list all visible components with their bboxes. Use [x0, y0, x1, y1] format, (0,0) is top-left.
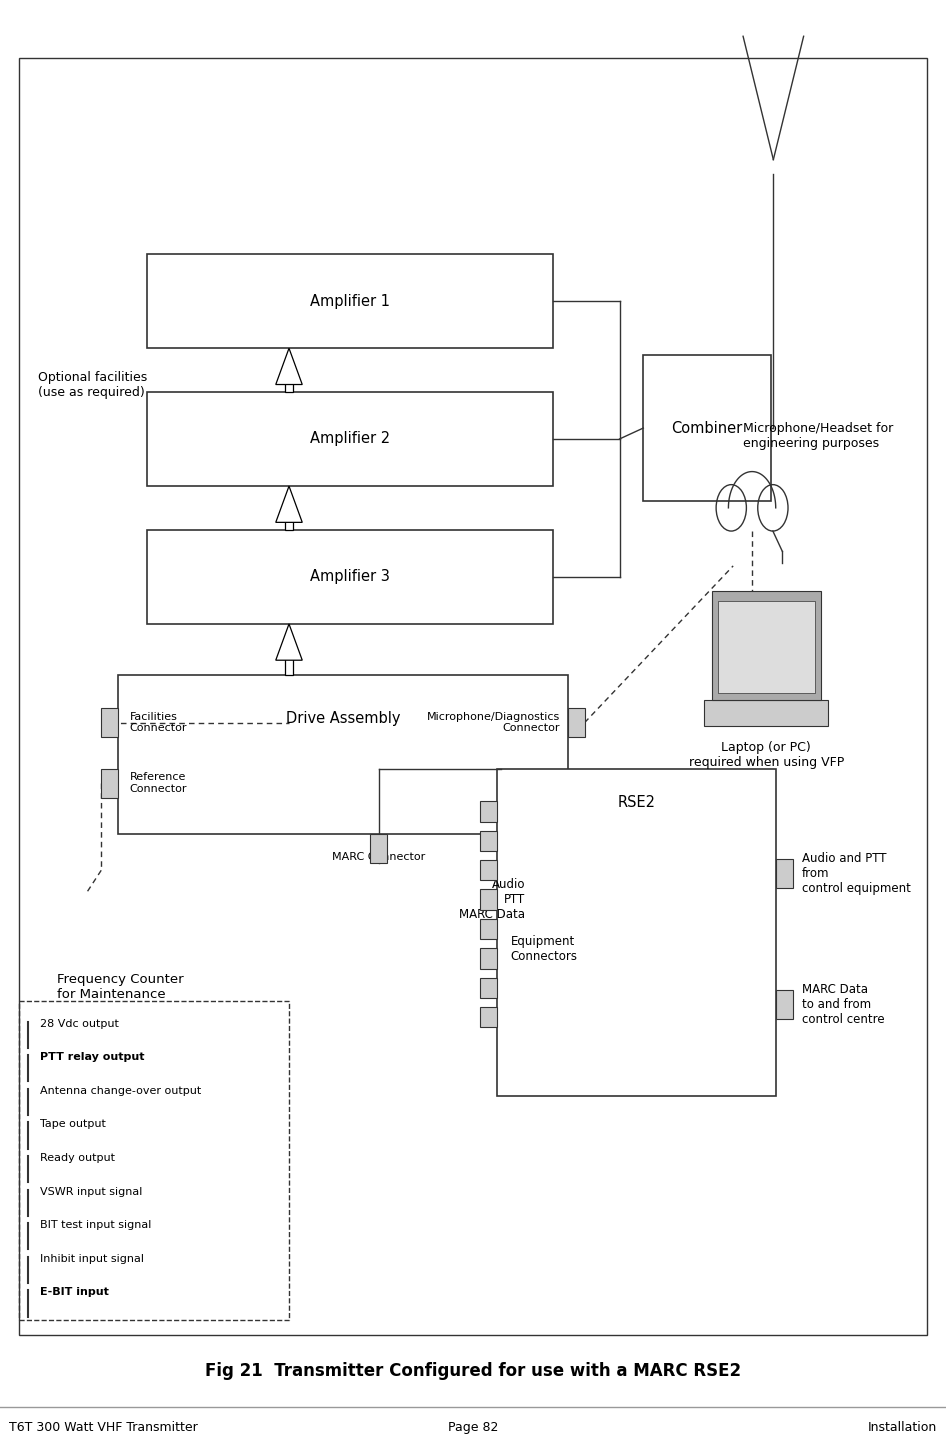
Text: Amplifier 2: Amplifier 2 — [310, 431, 390, 447]
Bar — [480, 949, 497, 969]
Bar — [480, 801, 497, 821]
Text: Optional facilities
(use as required): Optional facilities (use as required) — [38, 370, 147, 399]
Bar — [285, 657, 293, 675]
Text: Frequency Counter
for Maintenance: Frequency Counter for Maintenance — [57, 972, 184, 1001]
Text: Laptop (or PC)
required when using VFP: Laptop (or PC) required when using VFP — [689, 740, 844, 769]
Bar — [712, 592, 820, 699]
Bar — [643, 355, 771, 501]
Text: Amplifier 1: Amplifier 1 — [310, 293, 390, 309]
Bar — [480, 860, 497, 881]
Bar — [480, 889, 497, 910]
Text: Audio and PTT
from
control equipment: Audio and PTT from control equipment — [802, 852, 911, 895]
Text: Antenna change-over output: Antenna change-over output — [40, 1085, 201, 1096]
Text: Installation: Installation — [867, 1422, 937, 1434]
Bar — [147, 254, 553, 348]
Bar — [776, 859, 793, 888]
Text: Equipment
Connectors: Equipment Connectors — [511, 934, 578, 962]
Bar — [776, 990, 793, 1019]
Polygon shape — [276, 624, 302, 660]
Bar — [19, 58, 927, 1335]
Text: Page 82: Page 82 — [447, 1422, 499, 1434]
Text: Amplifier 3: Amplifier 3 — [310, 569, 390, 585]
Text: E-BIT input: E-BIT input — [40, 1287, 109, 1297]
Text: 28 Vdc output: 28 Vdc output — [40, 1019, 118, 1029]
Text: Reference
Connector: Reference Connector — [130, 772, 187, 794]
Bar — [101, 708, 118, 737]
Text: MARC Connector: MARC Connector — [332, 852, 426, 862]
Text: Audio
PTT
MARC Data: Audio PTT MARC Data — [459, 878, 525, 921]
Bar — [480, 918, 497, 939]
Text: VSWR input signal: VSWR input signal — [40, 1187, 142, 1197]
Text: Fig 21  Transmitter Configured for use with a MARC RSE2: Fig 21 Transmitter Configured for use wi… — [205, 1362, 741, 1380]
Bar — [285, 382, 293, 392]
Text: T6T 300 Watt VHF Transmitter: T6T 300 Watt VHF Transmitter — [9, 1422, 199, 1434]
Text: Microphone/Diagnostics
Connector: Microphone/Diagnostics Connector — [427, 712, 560, 733]
Bar — [370, 834, 387, 863]
Text: PTT relay output: PTT relay output — [40, 1052, 144, 1062]
Polygon shape — [276, 486, 302, 522]
Bar — [101, 769, 118, 798]
Polygon shape — [276, 348, 302, 385]
Text: Tape output: Tape output — [40, 1119, 106, 1129]
Bar — [480, 978, 497, 998]
Bar — [147, 530, 553, 624]
Bar — [704, 699, 829, 726]
Text: Facilities
Connector: Facilities Connector — [130, 712, 187, 733]
Bar — [568, 708, 585, 737]
Text: BIT test input signal: BIT test input signal — [40, 1220, 151, 1230]
Bar — [19, 1001, 289, 1320]
Bar — [480, 830, 497, 850]
Text: Ready output: Ready output — [40, 1154, 114, 1164]
Text: RSE2: RSE2 — [617, 795, 656, 810]
Text: Drive Assembly: Drive Assembly — [286, 711, 400, 726]
Bar — [480, 1007, 497, 1027]
Text: MARC Data
to and from
control centre: MARC Data to and from control centre — [802, 982, 885, 1026]
Bar — [497, 769, 776, 1096]
Bar — [285, 519, 293, 530]
Bar — [718, 601, 815, 692]
Text: Microphone/Headset for
engineering purposes: Microphone/Headset for engineering purpo… — [743, 422, 893, 450]
Text: Inhibit input signal: Inhibit input signal — [40, 1254, 144, 1264]
Text: Combiner: Combiner — [672, 421, 743, 435]
Bar — [118, 675, 568, 834]
Bar — [147, 392, 553, 486]
